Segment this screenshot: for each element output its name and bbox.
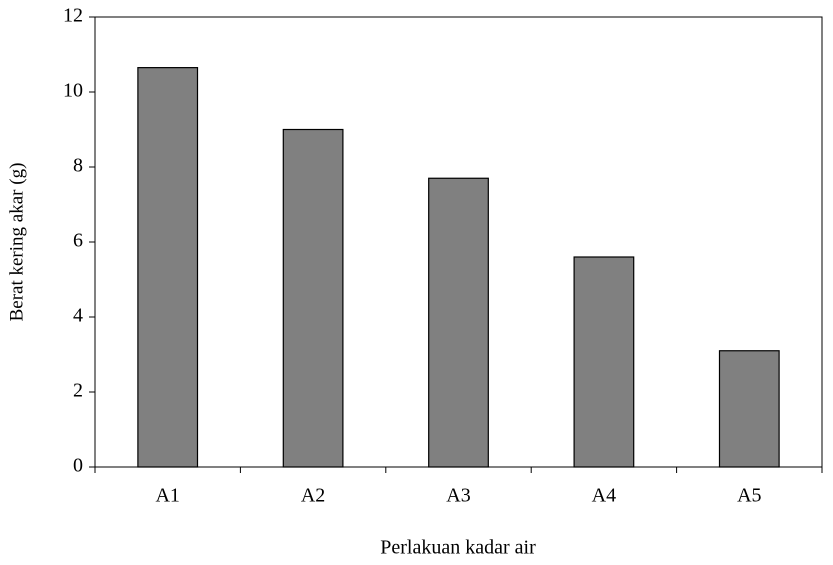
y-tick-label: 12 — [63, 5, 83, 27]
x-tick-label: A2 — [301, 485, 325, 507]
x-tick-label: A5 — [737, 485, 761, 507]
x-axis-label: Perlakuan kadar air — [380, 537, 536, 559]
bar — [573, 256, 635, 468]
bar — [428, 177, 489, 468]
y-tick-label: 6 — [73, 230, 83, 252]
bar — [137, 67, 199, 468]
y-axis-label: Berat kering akar (g) — [6, 163, 27, 322]
bar — [718, 350, 780, 468]
y-tick-label: 8 — [73, 155, 83, 177]
x-tick-label: A1 — [155, 485, 179, 507]
y-tick-label: 4 — [73, 305, 83, 327]
y-tick-label: 0 — [73, 455, 83, 477]
x-tick-label: A3 — [446, 485, 470, 507]
bar — [282, 128, 344, 468]
x-tick-label: A4 — [592, 485, 616, 507]
y-tick-label: 10 — [63, 80, 83, 102]
y-tick-label: 2 — [73, 380, 83, 402]
